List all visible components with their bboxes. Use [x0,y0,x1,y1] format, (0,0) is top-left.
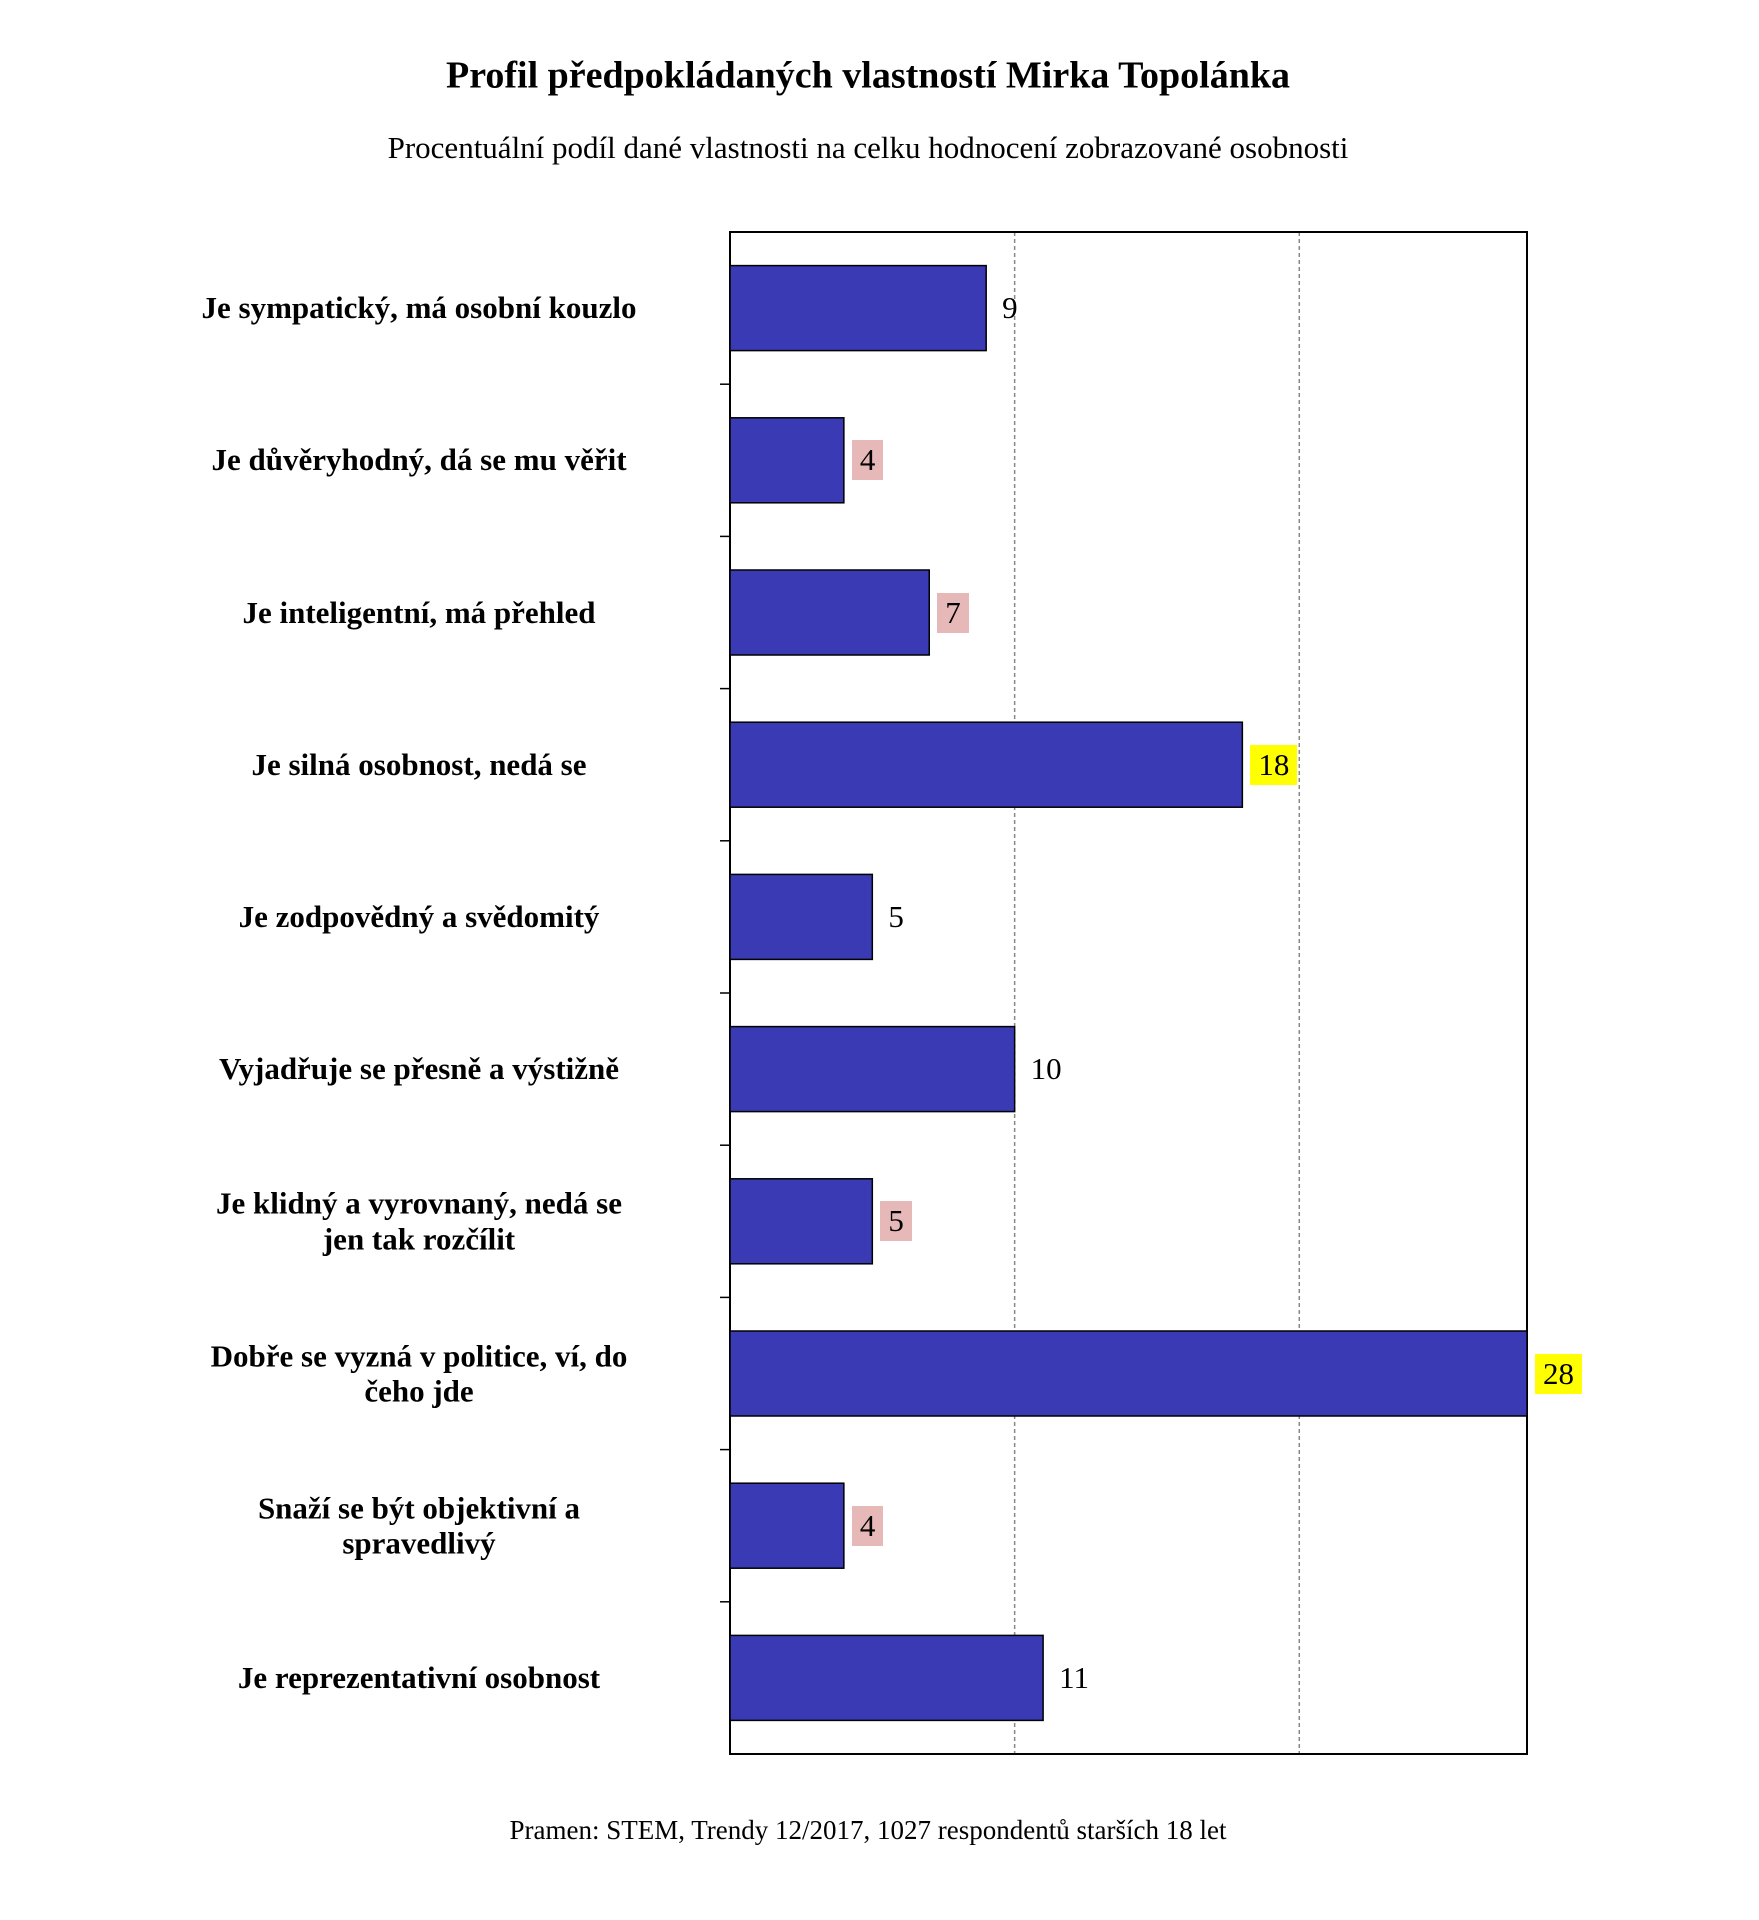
bar [729,1178,874,1265]
value-label: 7 [937,592,969,633]
category-label: Je reprezentativní osobnost [237,1660,601,1696]
bar [729,1634,1044,1722]
bar [729,1482,845,1569]
bar [729,873,874,961]
chart-subtitle: Procentuální podíl dané vlastnosti na ce… [388,130,1349,165]
value-label: 4 [851,440,884,481]
bar [729,721,1244,808]
value-label: 11 [1059,1659,1089,1695]
bar [729,569,930,656]
value-label: 4 [851,1505,884,1546]
bar [729,1025,1016,1113]
bar [729,264,987,352]
value-label: 18 [1250,744,1298,785]
category-label: Dobře se vyzná v politice, ví, do čeho j… [210,1337,628,1409]
category-label: Je zodpovědný a svědomitý [238,899,600,935]
category-label: Je důvěryhodný, dá se mu věřit [211,442,627,478]
value-label: 10 [1030,1051,1062,1087]
category-label: Vyjadřuje se přesně a výstižně [218,1051,620,1087]
bar [729,1330,1528,1417]
bar [729,417,845,504]
category-label: Je inteligentní, má přehled [242,594,596,630]
category-label: Je klidný a vyrovnaný, nedá se jen tak r… [216,1185,622,1257]
category-label: Je sympatický, má osobní kouzlo [201,290,637,326]
value-label: 5 [888,898,904,934]
value-label: 28 [1535,1353,1582,1394]
chart-title: Profil předpokládaných vlastností Mirka … [446,55,1290,97]
plot-frame [729,231,1528,1755]
value-label: 9 [1002,290,1018,326]
value-label: 5 [880,1201,912,1242]
category-label: Snaží se být objektivní a spravedlivý [257,1490,581,1561]
source-note: Pramen: STEM, Trendy 12/2017, 1027 respo… [510,1815,1227,1845]
category-label: Je silná osobnost, nedá se [251,746,587,782]
